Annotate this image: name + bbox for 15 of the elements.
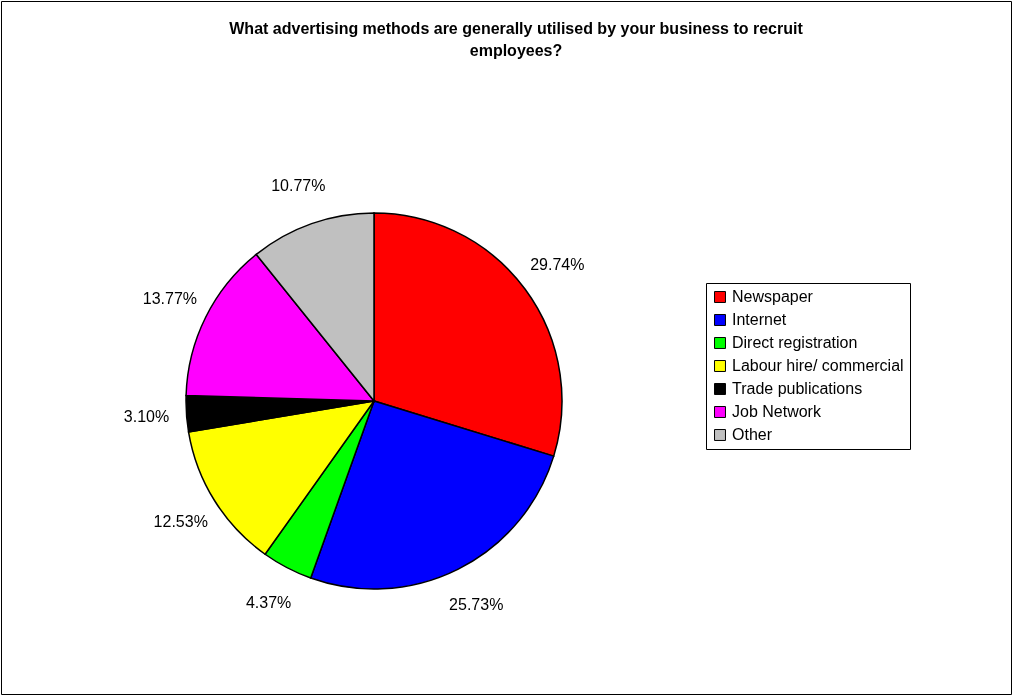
data-label: 3.10% (123, 407, 170, 425)
chart-title: What advertising methods are generally utilised by your business to recruit employees? (229, 20, 804, 59)
data-label: 25.73% (449, 595, 504, 613)
data-label: 12.53% (153, 512, 208, 530)
legend-label: Trade publications (732, 380, 863, 397)
legend-label: Labour hire/ commercial (732, 357, 904, 374)
legend-label: Direct registration (732, 334, 858, 351)
legend-label: Newspaper (732, 288, 814, 305)
data-label: 10.77% (271, 176, 326, 194)
legend-label: Internet (732, 311, 787, 328)
legend-label: Job Network (732, 403, 822, 420)
legend-label: Other (732, 426, 773, 443)
data-label: 4.37% (245, 594, 292, 612)
data-label: 13.77% (142, 290, 197, 308)
data-label: 29.74% (530, 256, 585, 274)
